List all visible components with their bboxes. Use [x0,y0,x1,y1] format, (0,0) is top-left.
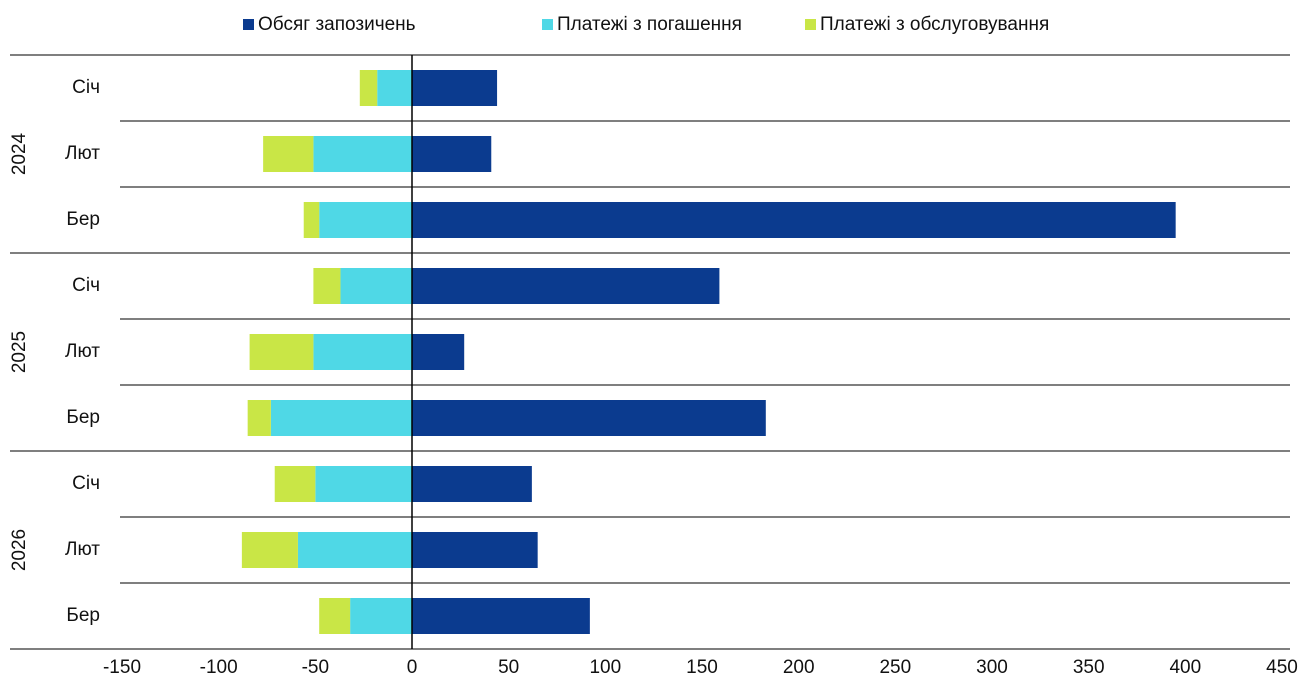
legend-swatch [805,19,816,30]
category-label: Лют [65,539,100,560]
bar [297,532,412,568]
x-tick-label: 100 [589,657,621,678]
bar [412,532,538,568]
legend-label: Платежі з обслуговування [820,14,1049,35]
x-tick-label: 450 [1266,657,1298,678]
bar [315,466,412,502]
bar [313,136,412,172]
bar [241,532,298,568]
x-tick-label: -50 [302,657,329,678]
bar [340,268,412,304]
bar [377,70,412,106]
category-label: Січ [72,77,100,98]
bar [270,400,412,436]
group-label: 2026 [9,529,30,571]
x-tick-label: 350 [1073,657,1105,678]
legend-swatch [542,19,553,30]
category-label: Бер [66,407,100,428]
x-tick-label: 50 [498,657,519,678]
x-tick-label: 0 [407,657,418,678]
bar [412,598,590,634]
legend-label: Обсяг запозичень [258,14,416,35]
x-tick-label: 150 [686,657,718,678]
group-label: 2025 [9,331,30,373]
bar [350,598,412,634]
x-tick-label: -100 [200,657,238,678]
category-label: Бер [66,209,100,230]
x-tick-label: 200 [783,657,815,678]
group-label: 2024 [9,132,30,175]
bar [412,136,492,172]
bar [412,466,532,502]
bar [359,70,378,106]
bar [263,136,314,172]
legend-swatch [243,19,254,30]
category-label: Бер [66,605,100,626]
category-label: Січ [72,473,100,494]
category-label: Січ [72,275,100,296]
bar [412,400,766,436]
x-tick-label: 400 [1169,657,1201,678]
bar [412,70,498,106]
x-tick-label: -150 [103,657,141,678]
bar [412,268,720,304]
bar [249,334,314,370]
bar [412,202,1176,238]
legend-label: Платежі з погашення [557,14,742,35]
bar [412,334,465,370]
x-tick-label: 300 [976,657,1008,678]
bar [247,400,271,436]
category-label: Лют [65,341,100,362]
x-tick-label: 250 [879,657,911,678]
bar [319,598,351,634]
category-label: Лют [65,143,100,164]
bar [319,202,412,238]
bar [274,466,316,502]
bar [303,202,320,238]
bar [313,268,341,304]
bar [313,334,412,370]
